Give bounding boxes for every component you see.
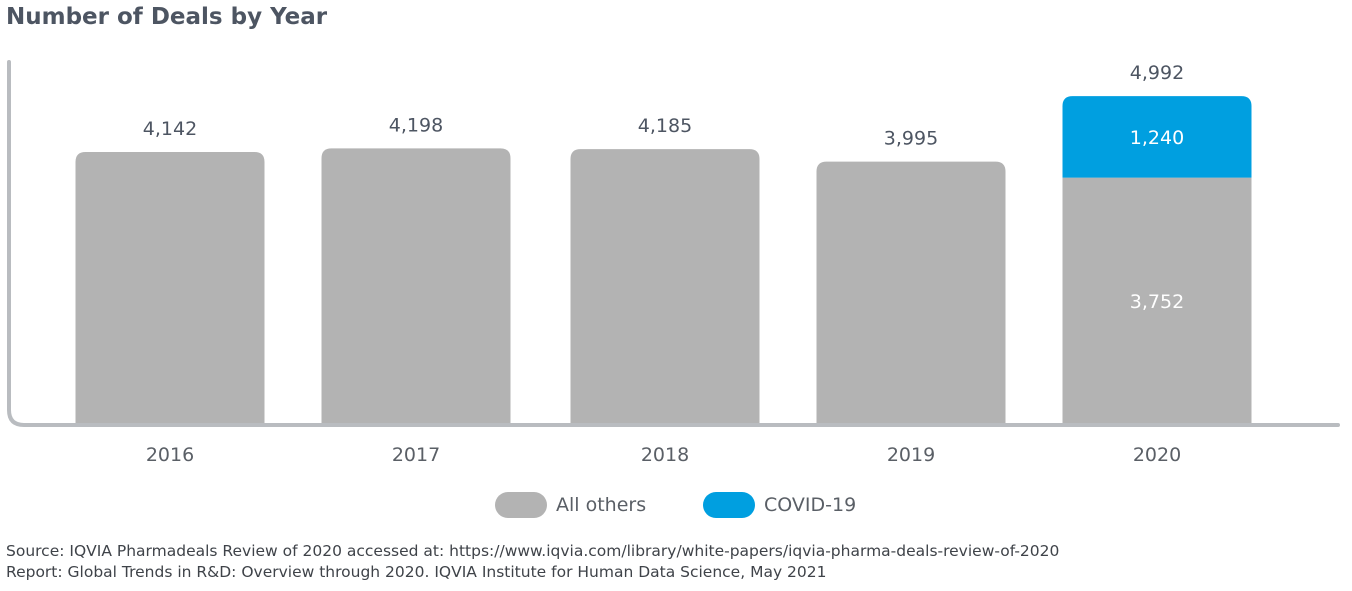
- source-note: Source: IQVIA Pharmadeals Review of 2020…: [6, 541, 1059, 583]
- source-line-2: Report: Global Trends in R&D: Overview t…: [6, 563, 827, 581]
- bar-all-others-2018: [570, 149, 760, 424]
- total-label-2016: 4,142: [143, 118, 197, 140]
- x-tick-label-2016: 2016: [146, 444, 194, 466]
- bar-all-others-2016: [75, 152, 265, 424]
- total-label-2020: 4,992: [1130, 62, 1184, 84]
- x-tick-label-2017: 2017: [392, 444, 440, 466]
- legend-label-covid-19: COVID-19: [764, 494, 857, 516]
- x-tick-label-2018: 2018: [641, 444, 689, 466]
- legend-swatch-covid-19: [703, 492, 755, 518]
- axis-line: [7, 60, 1340, 427]
- legend-item-covid-19: COVID-19: [703, 490, 856, 520]
- total-label-2017: 4,198: [389, 114, 443, 136]
- legend-label-all-others: All others: [556, 494, 647, 516]
- source-line-1: Source: IQVIA Pharmadeals Review of 2020…: [6, 542, 1060, 560]
- total-label-2018: 4,185: [638, 115, 692, 137]
- legend: All others COVID-19: [0, 490, 1352, 520]
- legend-swatch-all-others: [495, 492, 547, 518]
- total-label-2019: 3,995: [884, 128, 938, 150]
- bar-all-others-2019: [816, 161, 1006, 424]
- segment-label-all-others-2020: 3,752: [1130, 291, 1184, 313]
- legend-item-all-others: All others: [495, 490, 646, 520]
- chart-title: Number of Deals by Year: [6, 4, 328, 30]
- segment-label-covid-19-2020: 1,240: [1130, 127, 1184, 149]
- x-tick-label-2019: 2019: [887, 444, 935, 466]
- bar-covid-19-2020: [1062, 96, 1252, 178]
- bar-chart: 4,142 2016 4,198 2017 4,185 2018 3,995 2019 3,75…: [7, 60, 1340, 466]
- bar-all-others-2017: [321, 148, 511, 424]
- bar-all-others-2020: [1062, 177, 1252, 424]
- x-tick-label-2020: 2020: [1133, 444, 1181, 466]
